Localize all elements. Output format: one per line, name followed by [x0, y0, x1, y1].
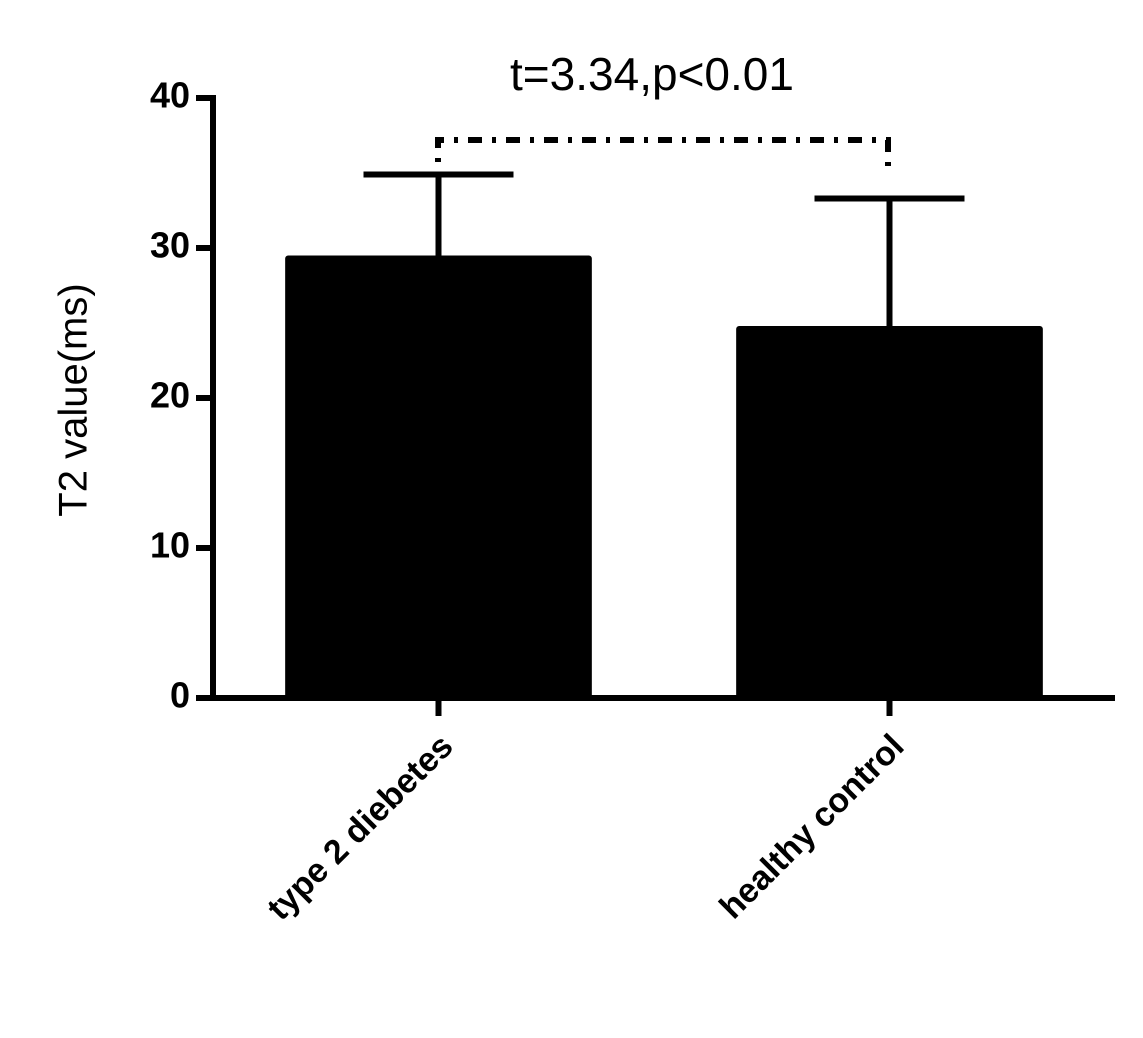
significance-bracket: [435, 137, 891, 170]
y-tick-label: 0: [170, 675, 190, 716]
bar: [285, 255, 592, 698]
y-tick-label: 20: [150, 375, 190, 416]
y-tick-label: 40: [150, 75, 190, 116]
x-tick-label: type 2 diebetes: [260, 727, 461, 928]
x-tick-label: healthy control: [712, 727, 911, 926]
bar: [736, 326, 1043, 698]
y-tick-label: 30: [150, 225, 190, 266]
y-tick-label: 10: [150, 525, 190, 566]
chart-title: t=3.34,p<0.01: [510, 48, 794, 100]
y-axis-label: T2 value(ms): [52, 283, 96, 516]
